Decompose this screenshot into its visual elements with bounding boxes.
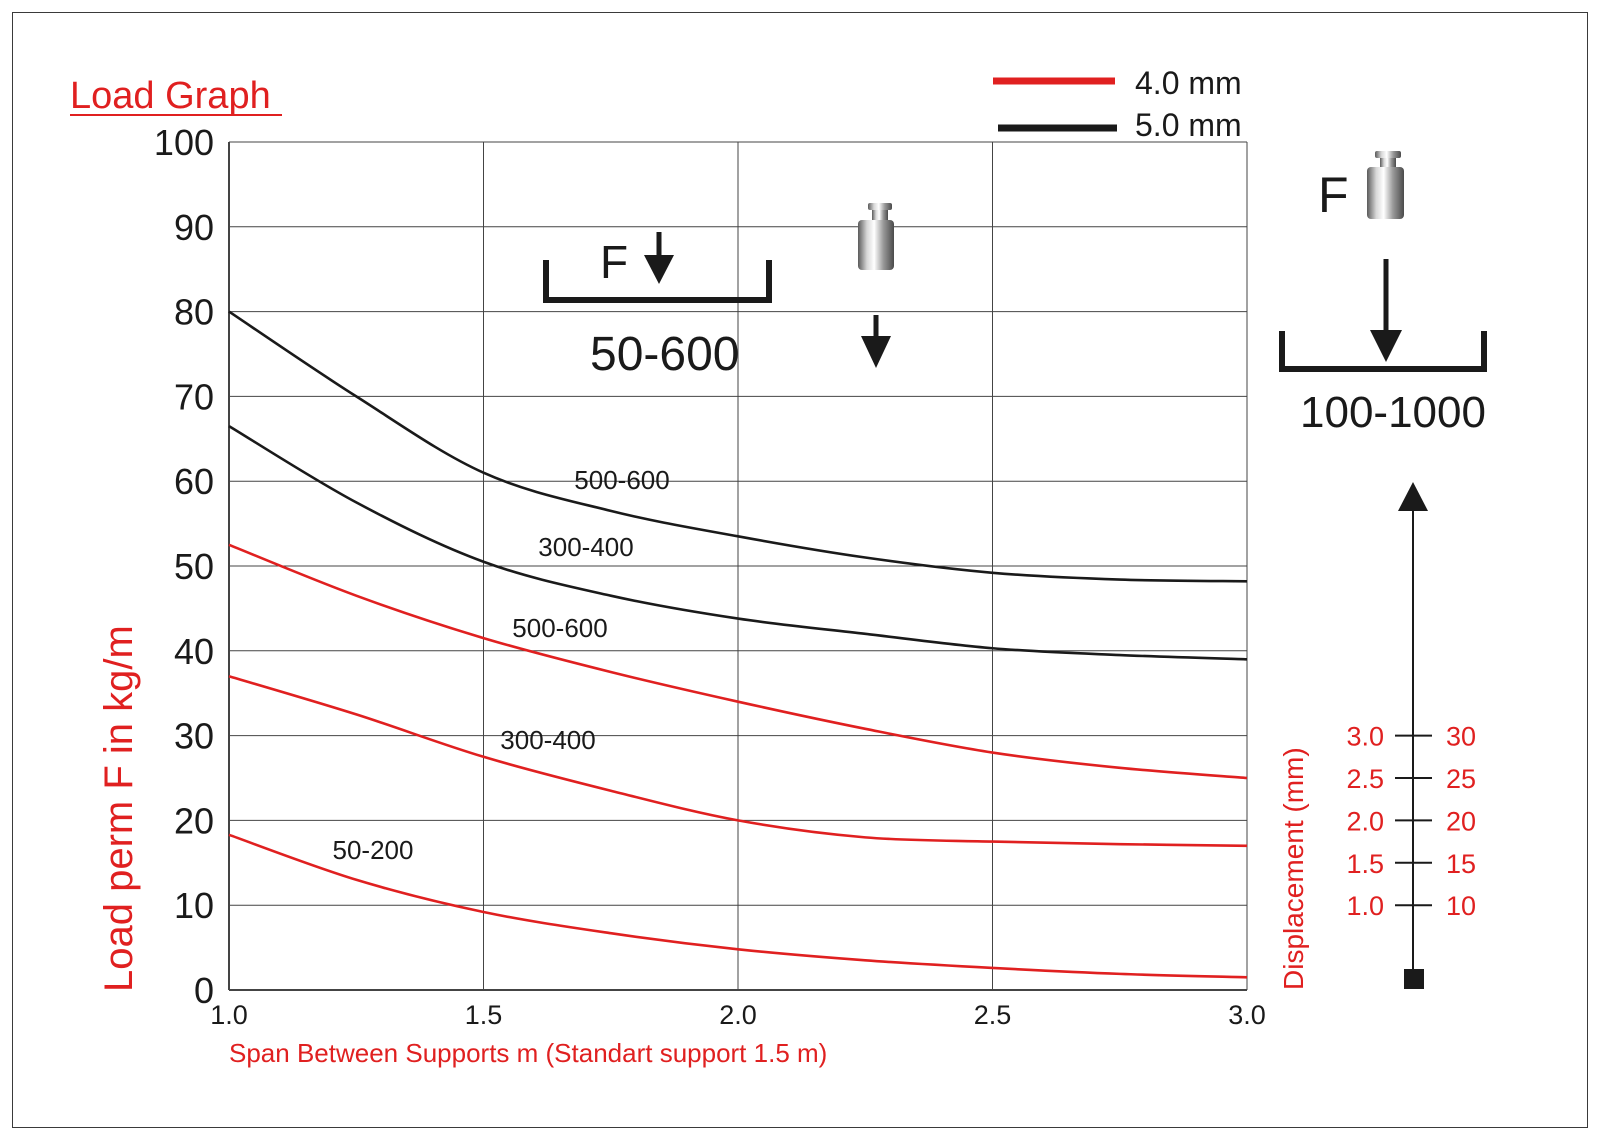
y-tick-label: 60 — [174, 461, 214, 502]
up-arrow-icon — [1398, 482, 1428, 511]
series-line — [228, 543, 1248, 780]
y-tick-label: 20 — [174, 800, 214, 841]
series-line — [228, 674, 1248, 848]
series-label: 300-400 — [538, 532, 633, 562]
displacement-mm-label: 2.5 — [1346, 764, 1384, 794]
displacement-load-label: 20 — [1446, 806, 1476, 836]
series-lines — [228, 310, 1248, 979]
x-tick-label: 1.0 — [210, 1000, 248, 1030]
right-load-diagram: F 100-1000 — [1279, 151, 1487, 437]
x-axis-label: Span Between Supports m (Standart suppor… — [229, 1038, 827, 1068]
y-tick-label: 90 — [174, 207, 214, 248]
x-tick-label: 3.0 — [1228, 1000, 1266, 1030]
y-tick-label: 30 — [174, 716, 214, 757]
left-support-bracket — [543, 260, 772, 303]
weight-icon — [1367, 151, 1404, 219]
displacement-load-label: 10 — [1446, 891, 1476, 921]
x-tick-label: 2.5 — [974, 1000, 1012, 1030]
series-label: 300-400 — [500, 725, 595, 755]
series-line — [228, 310, 1248, 583]
x-tick-label: 1.5 — [465, 1000, 503, 1030]
grid — [228, 141, 1248, 991]
series-label: 50-200 — [333, 835, 414, 865]
displacement-mm-label: 1.0 — [1346, 891, 1384, 921]
left-force-label: F — [600, 236, 628, 288]
y-tick-label: 50 — [174, 546, 214, 587]
y-tick-label: 40 — [174, 631, 214, 672]
y-tick-labels: 0 10 20 30 40 50 60 70 80 90 100 — [154, 122, 214, 1011]
y-tick-label: 100 — [154, 122, 214, 163]
displacement-mm-label: 2.0 — [1346, 806, 1384, 836]
series-line — [228, 833, 1248, 979]
legend-label-red: 4.0 mm — [1135, 65, 1242, 101]
right-range-label: 100-1000 — [1300, 388, 1486, 437]
displacement-load-label: 15 — [1446, 849, 1476, 879]
displacement-scale: 3.0 30 2.5 25 2.0 20 1.5 15 1.0 10 Displacement (… — [1278, 482, 1476, 990]
displacement-base-marker — [1404, 969, 1424, 989]
series-line — [228, 424, 1248, 661]
chart-frame — [12, 12, 1588, 1128]
x-tick-labels: 1.0 1.5 2.0 2.5 3.0 — [210, 1000, 1266, 1030]
weight-icon — [858, 203, 894, 270]
y-axis-label: Load perm F in kg/m — [97, 625, 141, 992]
y-tick-label: 0 — [194, 970, 214, 1011]
down-arrow-icon — [644, 232, 674, 284]
chart-title: Load Graph — [70, 75, 271, 117]
right-support-bracket — [1279, 331, 1487, 372]
displacement-mm-label: 1.5 — [1346, 849, 1384, 879]
displacement-load-label: 25 — [1446, 764, 1476, 794]
y-tick-label: 10 — [174, 885, 214, 926]
series-label: 500-600 — [512, 613, 607, 643]
right-force-label: F — [1318, 167, 1349, 223]
y-tick-label: 70 — [174, 376, 214, 417]
displacement-mm-label: 3.0 — [1346, 722, 1384, 752]
series-labels: 500-600 300-400 500-600 300-400 50-200 — [333, 465, 670, 865]
series-label: 500-600 — [574, 465, 669, 495]
down-arrow-icon — [861, 315, 891, 368]
y-tick-label: 80 — [174, 292, 214, 333]
displacement-axis-label: Displacement (mm) — [1278, 747, 1309, 990]
legend-label-black: 5.0 mm — [1135, 107, 1242, 143]
left-load-diagram: F 50-600 — [543, 232, 772, 381]
displacement-ticks: 3.0 30 2.5 25 2.0 20 1.5 15 1.0 10 — [1346, 722, 1476, 922]
x-tick-label: 2.0 — [719, 1000, 757, 1030]
legend: 4.0 mm 5.0 mm — [993, 65, 1242, 143]
displacement-load-label: 30 — [1446, 722, 1476, 752]
left-range-label: 50-600 — [590, 328, 739, 381]
down-arrow-icon — [1370, 259, 1402, 362]
